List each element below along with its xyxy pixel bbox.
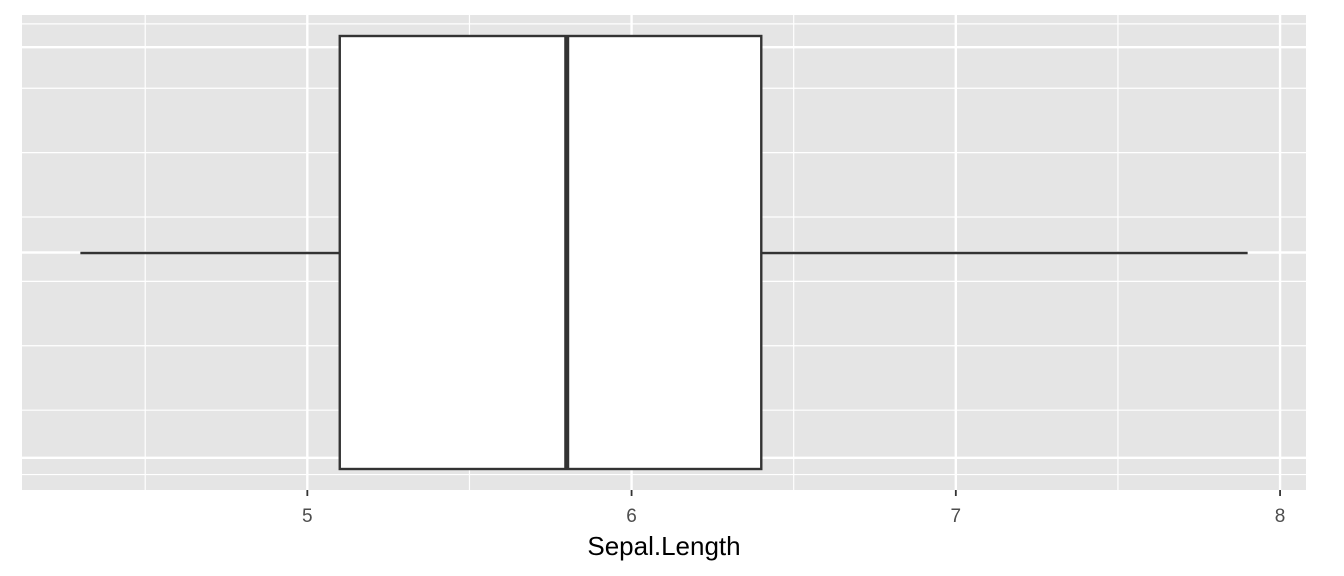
x-tick-label: 8 [1275, 506, 1286, 527]
interquartile-box [338, 34, 763, 471]
x-tick-label: 6 [626, 506, 637, 527]
x-axis-ticks [306, 490, 1281, 496]
x-axis-title: Sepal.Length [587, 531, 740, 561]
x-axis-tick-labels: 5 6 7 8 [302, 506, 1285, 527]
boxplot [80, 34, 1248, 471]
x-tick-label: 7 [951, 506, 962, 527]
x-tick-label: 5 [302, 506, 313, 527]
